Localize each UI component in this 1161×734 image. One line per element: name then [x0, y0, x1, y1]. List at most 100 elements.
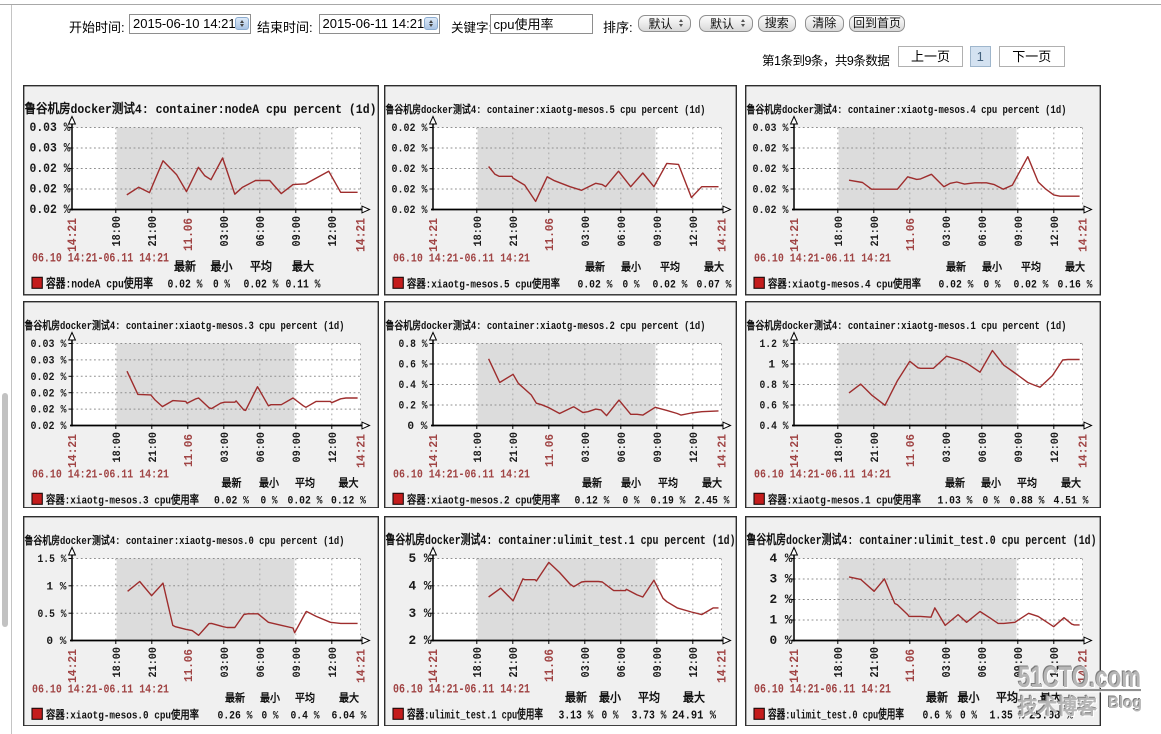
svg-text:21:00: 21:00	[148, 432, 160, 463]
svg-text:06:00: 06:00	[256, 647, 268, 678]
svg-text:0.16 %: 0.16 %	[1058, 279, 1093, 291]
svg-text:06.10 14:21-06.11 14:21: 06.10 14:21-06.11 14:21	[754, 681, 891, 696]
svg-text:平均: 平均	[250, 259, 272, 275]
svg-text:14:21: 14:21	[715, 648, 730, 682]
svg-text:21:00: 21:00	[148, 647, 160, 678]
svg-text:最小: 最小	[621, 260, 641, 275]
svg-text:4 %: 4 %	[769, 551, 792, 566]
svg-text:11.06: 11.06	[181, 218, 196, 251]
svg-text:21:00: 21:00	[509, 216, 521, 247]
svg-text:最小: 最小	[958, 689, 980, 705]
svg-text:06:00: 06:00	[978, 216, 990, 247]
svg-text:21:00: 21:00	[508, 646, 521, 677]
svg-text:0.02 %: 0.02 %	[392, 205, 428, 217]
svg-text:06:00: 06:00	[617, 216, 629, 247]
svg-text:平均: 平均	[660, 260, 680, 275]
svg-text:21:00: 21:00	[509, 432, 521, 463]
svg-text:0.02 %: 0.02 %	[653, 279, 688, 291]
svg-text:06:00: 06:00	[616, 646, 629, 677]
svg-text:1.5 %: 1.5 %	[38, 554, 67, 566]
svg-text:平均: 平均	[638, 689, 660, 705]
svg-text:06.10 14:21-06.11 14:21: 06.10 14:21-06.11 14:21	[754, 467, 891, 481]
svg-text:1 %: 1 %	[769, 612, 792, 627]
svg-text:最小: 最小	[981, 475, 1001, 490]
svg-text:18:00: 18:00	[834, 432, 846, 463]
svg-text:06.10 14:21-06.11 14:21: 06.10 14:21-06.11 14:21	[32, 682, 169, 696]
svg-text:14:21: 14:21	[716, 434, 730, 468]
svg-text:03:00: 03:00	[941, 646, 954, 677]
svg-text:25.08 %: 25.08 %	[1029, 708, 1073, 722]
svg-text:06:00: 06:00	[978, 432, 990, 463]
svg-text:鲁谷机房docker测试4: container:nodeA: 鲁谷机房docker测试4: container:nodeA cpu perce…	[25, 101, 377, 117]
svg-text:03:00: 03:00	[220, 647, 232, 678]
svg-text:03:00: 03:00	[219, 216, 232, 247]
svg-text:14:21: 14:21	[716, 218, 730, 252]
svg-text:0.6 %: 0.6 %	[760, 400, 789, 412]
svg-text:51CTO.com: 51CTO.com	[1018, 661, 1141, 694]
svg-text:21:00: 21:00	[870, 432, 882, 463]
svg-text:0.02 %: 0.02 %	[168, 277, 203, 291]
svg-text:0 %: 0 %	[623, 495, 640, 507]
svg-text:09:00: 09:00	[292, 432, 304, 463]
svg-text:0.02 %: 0.02 %	[30, 202, 71, 217]
svg-text:0.02 %: 0.02 %	[244, 277, 279, 291]
svg-text:0 %: 0 %	[261, 495, 278, 507]
svg-text:0 %: 0 %	[407, 421, 427, 433]
svg-text:4 %: 4 %	[408, 578, 431, 593]
svg-text:12:00: 12:00	[328, 432, 340, 463]
svg-text:0.02 %: 0.02 %	[214, 495, 249, 507]
svg-text:11.06: 11.06	[543, 434, 557, 467]
svg-text:0.12 %: 0.12 %	[331, 495, 366, 507]
svg-text:0 %: 0 %	[984, 279, 1001, 291]
svg-text:鲁谷机房docker测试4: container:xiaot: 鲁谷机房docker测试4: container:xiaotg-mesos.0 …	[25, 533, 345, 548]
svg-text:2.45 %: 2.45 %	[695, 495, 730, 507]
svg-text:0.02 %: 0.02 %	[1014, 279, 1049, 291]
svg-text:鲁谷机房docker测试4: container:xiaot: 鲁谷机房docker测试4: container:xiaotg-mesos.5 …	[386, 102, 706, 117]
svg-text:14:21: 14:21	[426, 648, 441, 682]
svg-text:容器:ulimit_test.0 cpu使用率: 容器:ulimit_test.0 cpu使用率	[767, 706, 904, 722]
svg-text:03:00: 03:00	[942, 216, 954, 247]
svg-text:0 %: 0 %	[623, 279, 640, 291]
svg-text:0.03 %: 0.03 %	[31, 339, 67, 351]
svg-text:1 %: 1 %	[768, 359, 788, 371]
svg-text:0.4 %: 0.4 %	[760, 421, 789, 433]
svg-text:1 %: 1 %	[46, 581, 66, 593]
svg-text:最新: 最新	[565, 689, 587, 705]
svg-text:平均: 平均	[1021, 260, 1041, 275]
svg-text:18:00: 18:00	[473, 216, 485, 247]
svg-text:03:00: 03:00	[581, 216, 593, 247]
svg-text:0 %: 0 %	[262, 710, 279, 722]
svg-text:0.02 %: 0.02 %	[30, 161, 71, 176]
svg-text:最大: 最大	[339, 475, 359, 490]
svg-text:容器:xiaotg-mesos.0 cpu使用率: 容器:xiaotg-mesos.0 cpu使用率	[45, 707, 199, 722]
svg-text:14:21: 14:21	[65, 218, 80, 252]
svg-text:09:00: 09:00	[653, 432, 665, 463]
svg-text:最小: 最小	[982, 260, 1002, 275]
svg-text:11.06: 11.06	[543, 218, 557, 251]
svg-text:0 %: 0 %	[769, 633, 792, 648]
svg-text:0.02 %: 0.02 %	[31, 404, 67, 416]
svg-text:12:00: 12:00	[688, 646, 701, 677]
svg-text:0.02 %: 0.02 %	[392, 144, 428, 156]
svg-text:18:00: 18:00	[472, 646, 485, 677]
svg-text:06.10 14:21-06.11 14:21: 06.10 14:21-06.11 14:21	[393, 467, 530, 481]
svg-text:21:00: 21:00	[870, 216, 882, 247]
svg-text:最小: 最小	[621, 475, 641, 490]
svg-text:6.04 %: 6.04 %	[332, 710, 367, 722]
svg-text:0.2 %: 0.2 %	[399, 400, 428, 412]
svg-text:0 %: 0 %	[602, 708, 619, 722]
svg-text:最大: 最大	[1061, 475, 1081, 490]
svg-text:最小: 最小	[259, 475, 279, 490]
svg-text:18:00: 18:00	[833, 646, 846, 677]
svg-text:09:00: 09:00	[1014, 216, 1026, 247]
svg-text:0.03 %: 0.03 %	[31, 355, 67, 367]
svg-text:14:21: 14:21	[354, 218, 369, 252]
svg-text:0.02 %: 0.02 %	[392, 164, 428, 176]
svg-text:3.73 %: 3.73 %	[632, 708, 667, 722]
svg-text:0.07 %: 0.07 %	[697, 279, 732, 291]
svg-text:2 %: 2 %	[769, 592, 792, 607]
svg-text:06.10 14:21-06.11 14:21: 06.10 14:21-06.11 14:21	[393, 681, 530, 696]
svg-text:容器:nodeA cpu使用率: 容器:nodeA cpu使用率	[45, 275, 153, 291]
svg-text:12:00: 12:00	[1049, 646, 1062, 677]
svg-text:14:21: 14:21	[788, 218, 802, 252]
